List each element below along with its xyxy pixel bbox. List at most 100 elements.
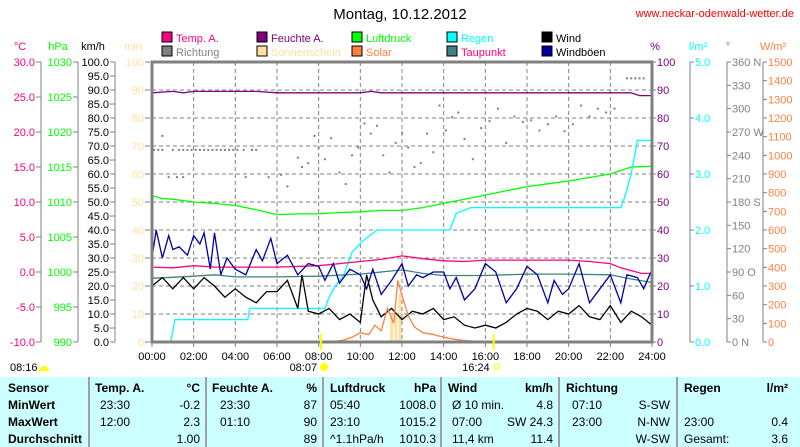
richtung-point [376, 124, 378, 127]
luftdruck-value: 1008.0 [399, 398, 436, 412]
series-windboeen [151, 229, 653, 306]
axis-tick-label-min: 10 [132, 309, 144, 321]
column-divider [88, 377, 90, 447]
chart-title: Montag, 10.12.2012 [333, 6, 467, 23]
axis-tick-label-temp: 0.0 [20, 267, 35, 279]
axis-tick-label-rain: 4.0 [695, 113, 710, 125]
richtung-point [182, 148, 185, 151]
sonnenschein-bar [390, 314, 394, 342]
axis-tick-label-solar: 800 [768, 188, 786, 200]
axis-tick-label-pct: 90 [657, 85, 669, 97]
axis-tick-label-hpa: 995 [54, 302, 72, 314]
richtung-point [563, 130, 566, 133]
axis-tick-label-min: 70 [132, 141, 144, 153]
richtung-point [444, 129, 447, 132]
header-richtung: Richtung [566, 381, 618, 395]
axis-tick-label-kmh: 70.0 [88, 141, 109, 153]
axis-tick-label-solar: 1200 [768, 113, 792, 125]
axis-tick-label-deg: 150 [732, 220, 750, 232]
richtung-point [161, 134, 164, 137]
richtung-point [176, 176, 178, 179]
axis-tick-label-deg: 180 S [732, 197, 761, 209]
legend-label-regen: Regen [461, 33, 493, 45]
axis-unit-temp: °C [14, 41, 26, 53]
series-wind [151, 274, 653, 329]
luftdruck-time: ^1.1hPa/h [330, 432, 384, 446]
axis-tick-label-min: 60 [132, 169, 144, 181]
temp-value: 1.00 [176, 432, 200, 446]
richtung-point [530, 119, 533, 122]
richtung-point [286, 185, 289, 188]
axis-tick-label-solar: 500 [768, 244, 786, 256]
axis-tick-label-solar: 700 [768, 206, 786, 218]
axis-tick-label-temp: 10.0 [14, 197, 35, 209]
legend-swatch-sonnenschein [256, 45, 268, 57]
header-wind: Wind [448, 381, 478, 395]
axis-tick-label-deg: 120 [732, 244, 750, 256]
axis-tick-label-deg: 300 [732, 104, 750, 116]
richtung-value: N-NW [637, 415, 670, 429]
axis-tick-label-min: 80 [132, 113, 144, 125]
axis-tick-label-kmh: 20.0 [88, 281, 109, 293]
header-luftdruck: Luftdruck [330, 381, 386, 395]
axis-tick-label-temp: 25.0 [14, 92, 35, 104]
axis-tick-label-min: 0 [138, 337, 144, 349]
richtung-point [613, 107, 616, 110]
richtung-point [638, 77, 641, 80]
x-tick-label: 18:00 [513, 351, 541, 363]
richtung-point [546, 123, 549, 126]
column-divider [440, 377, 442, 447]
axis-tick-label-min: 40 [132, 225, 144, 237]
axis-tick-label-hpa: 1000 [48, 267, 72, 279]
x-tick-label: 02:00 [180, 351, 208, 363]
richtung-point [267, 176, 270, 179]
axis-tick-label-hpa: 1025 [48, 92, 72, 104]
legend-swatch-taupunkt [446, 45, 458, 57]
x-tick-label: 24:00 [638, 351, 666, 363]
richtung-point [344, 183, 347, 186]
richtung-point [480, 127, 483, 130]
richtung-point [407, 146, 410, 149]
series-taupunkt [151, 269, 653, 284]
richtung-point [190, 148, 193, 151]
richtung-point [330, 137, 333, 140]
legend-swatch-windboeen [541, 45, 553, 57]
sunset-time: 16:24 [462, 362, 490, 374]
richtung-point [642, 77, 645, 80]
axis-tick-label-kmh: 35.0 [88, 239, 109, 251]
richtung-point [588, 115, 591, 118]
series-luftdruck [151, 165, 653, 216]
axis-tick-label-temp: -10.0 [10, 337, 35, 349]
axis-tick-label-temp: 20.0 [14, 127, 35, 139]
temp-time: 23:30 [100, 398, 131, 412]
axis-tick-label-kmh: 40.0 [88, 225, 109, 237]
axis-tick-label-kmh: 5.0 [94, 323, 109, 335]
feuchte-time: 23:30 [220, 398, 251, 412]
richtung-point [634, 77, 637, 80]
axis-tick-label-deg: 330 [732, 80, 750, 92]
richtung-point [488, 120, 491, 123]
axis-tick-label-kmh: 80.0 [88, 113, 109, 125]
legend-label-windboeen: Windböen [556, 47, 606, 59]
x-tick-label: 16:00 [472, 351, 500, 363]
axis-tick-label-min: 90 [132, 85, 144, 97]
x-tick-label: 08:00 [305, 351, 333, 363]
richtung-point [317, 146, 320, 149]
site-link[interactable]: www.neckar-odenwald-wetter.de [635, 8, 794, 20]
axis-tick-label-kmh: 50.0 [88, 197, 109, 209]
richtung-point [457, 111, 460, 114]
axis-tick-label-kmh: 60.0 [88, 169, 109, 181]
header-sensor: Sensor [8, 381, 49, 395]
legend-label-solar: Solar [366, 47, 392, 59]
axis-tick-label-min: 20 [132, 281, 144, 293]
axis-tick-label-deg: 30 [732, 314, 744, 326]
legend-label-taupunkt: Taupunkt [461, 47, 506, 59]
axis-tick-label-pct: 30 [657, 253, 669, 265]
moonrise-time: 08:16 [10, 362, 38, 374]
richtung-point [301, 166, 303, 168]
wind-info: 07:00 [452, 415, 483, 429]
plot-frame [150, 60, 654, 344]
axis-unit-solar: W/m² [760, 41, 787, 53]
richtung-point [232, 148, 235, 151]
column-divider [205, 377, 207, 447]
